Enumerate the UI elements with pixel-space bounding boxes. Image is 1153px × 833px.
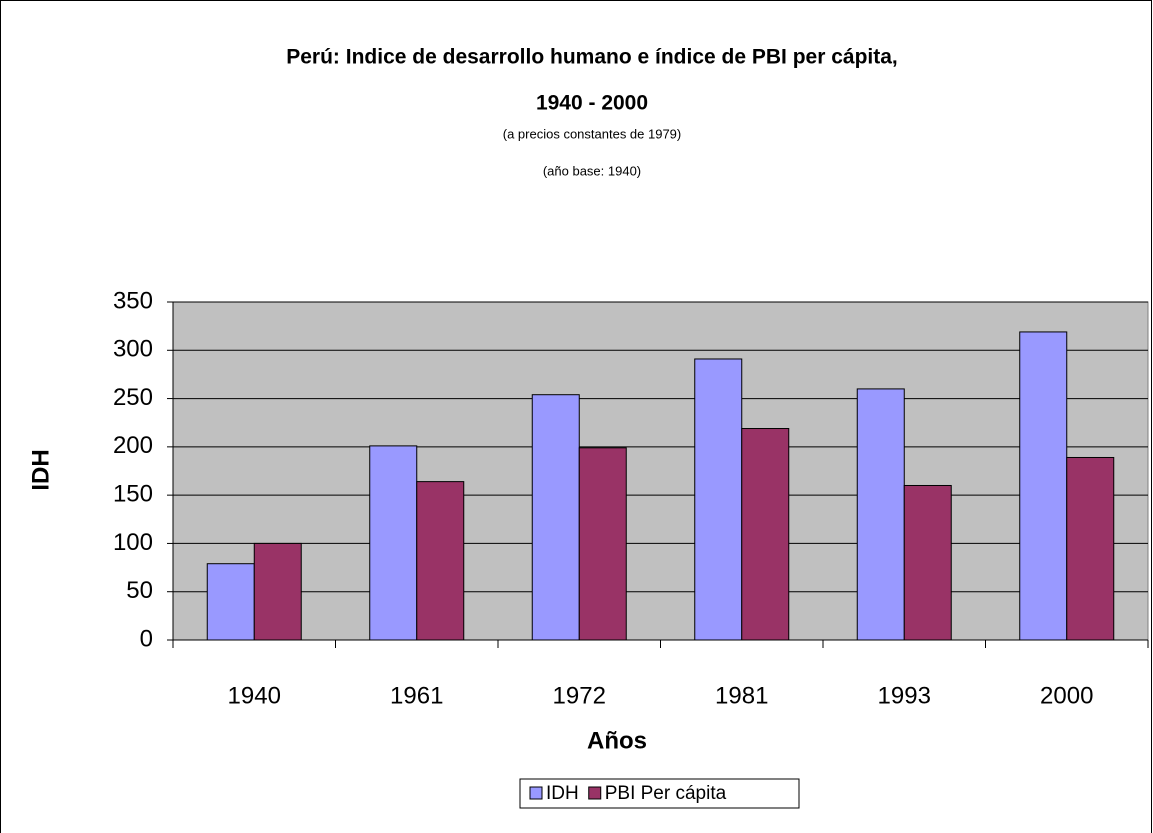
- chart-subtitle: (año base: 1940): [543, 163, 641, 178]
- bar: [741, 428, 790, 641]
- x-tick-label: 1993: [878, 682, 931, 709]
- y-tick-label: 50: [126, 577, 153, 604]
- chart-title: Perú: Indice de desarrollo humano e índi…: [286, 46, 898, 69]
- y-tick-label: 250: [113, 384, 153, 411]
- bar: [369, 445, 418, 641]
- x-tick-label: 1961: [390, 682, 443, 709]
- y-tick-label: 100: [113, 529, 153, 556]
- x-tick-label: 1940: [228, 682, 281, 709]
- y-tick-label: 350: [113, 287, 153, 314]
- bar: [1066, 456, 1115, 641]
- y-tick-label: 150: [113, 480, 153, 507]
- y-tick-label: 200: [113, 432, 153, 459]
- legend-box: [519, 778, 800, 809]
- chart-subtitle: (a precios constantes de 1979): [503, 126, 682, 141]
- bar: [856, 388, 905, 641]
- legend-label: IDH: [546, 783, 579, 804]
- bar: [206, 563, 255, 641]
- x-tick-label: 1981: [715, 682, 768, 709]
- bar: [694, 358, 743, 641]
- x-tick-label: 1972: [553, 682, 606, 709]
- bar: [416, 481, 465, 641]
- legend-label: PBI Per cápita: [605, 783, 727, 804]
- y-axis-label: IDH: [27, 449, 54, 490]
- y-tick-label: 0: [140, 625, 153, 652]
- bar: [253, 542, 302, 641]
- bar: [578, 447, 627, 641]
- bar: [903, 484, 952, 641]
- legend-swatch: [588, 786, 602, 800]
- bar: [1019, 331, 1068, 641]
- x-tick-label: 2000: [1040, 682, 1093, 709]
- x-axis-label: Años: [587, 727, 647, 754]
- plot-area: [172, 301, 1149, 641]
- chart-title: 1940 - 2000: [536, 92, 648, 115]
- bar: [531, 394, 580, 641]
- y-tick-label: 300: [113, 336, 153, 363]
- legend-swatch: [529, 786, 543, 800]
